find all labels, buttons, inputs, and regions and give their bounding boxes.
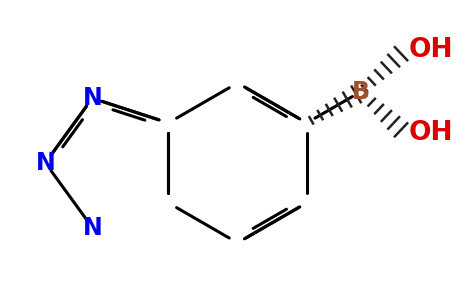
Text: OH: OH bbox=[409, 120, 453, 146]
Text: B: B bbox=[352, 80, 370, 104]
Text: N: N bbox=[82, 216, 102, 240]
Text: N: N bbox=[36, 151, 55, 175]
Text: OH: OH bbox=[409, 37, 453, 63]
Text: N: N bbox=[82, 86, 102, 110]
